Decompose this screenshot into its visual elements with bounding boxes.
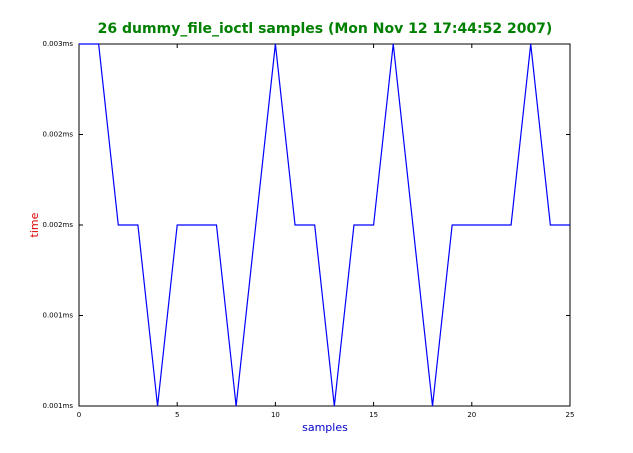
y-tick-label: 0.003ms [42,40,73,48]
x-axis-label: samples [302,421,348,434]
x-tick-label: 10 [271,411,280,419]
y-tick-label: 0.002ms [42,131,73,139]
chart-title: 26 dummy_file_ioctl samples (Mon Nov 12 … [98,21,553,37]
y-tick-label: 0.002ms [42,221,73,229]
y-tick-label: 0.001ms [42,402,73,410]
x-tick-label: 5 [175,411,179,419]
x-tick-label: 20 [467,411,476,419]
x-tick-label: 0 [77,411,81,419]
y-tick-label: 0.001ms [42,312,73,320]
x-tick-label: 15 [369,411,378,419]
data-line [79,43,570,407]
y-axis-label: time [28,212,41,237]
x-tick-label: 25 [566,411,575,419]
